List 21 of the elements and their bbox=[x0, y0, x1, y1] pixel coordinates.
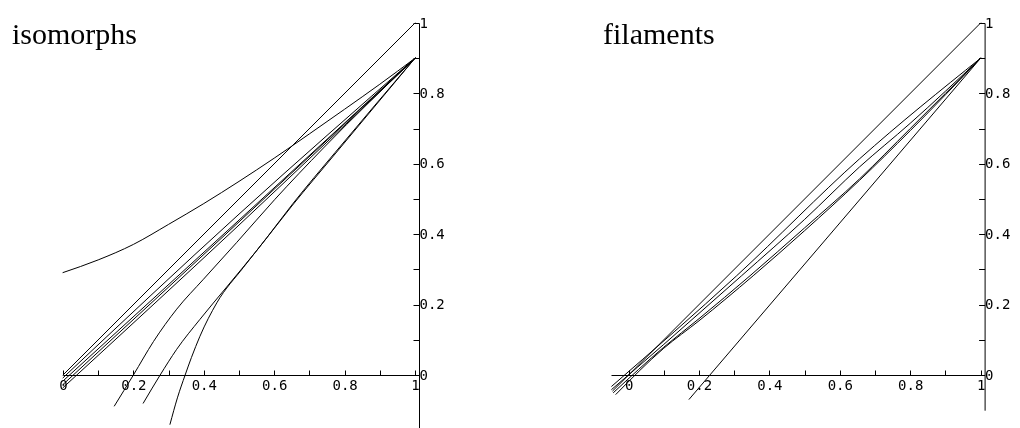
y-tick-label: 0.2 bbox=[419, 296, 445, 313]
y-tick-label: 0.4 bbox=[419, 225, 445, 242]
y-tick-label: 0.2 bbox=[985, 296, 1011, 313]
y-tick-label: 0.6 bbox=[985, 155, 1011, 172]
x-tick-label: 0.2 bbox=[121, 376, 147, 393]
x-tick-label: 0.6 bbox=[827, 376, 853, 393]
x-tick-label: 0 bbox=[59, 376, 68, 393]
x-tick-label: 0.4 bbox=[757, 376, 783, 393]
y-tick-label: 1 bbox=[985, 14, 994, 31]
chart-title: filaments bbox=[603, 17, 715, 50]
x-tick-label: 0.8 bbox=[898, 376, 924, 393]
y-tick-label: 0.8 bbox=[419, 84, 445, 101]
y-tick-label: 0.6 bbox=[419, 155, 445, 172]
y-tick-label: 0.4 bbox=[985, 225, 1011, 242]
x-tick-label: 0 bbox=[624, 376, 634, 393]
x-tick-label: 0.8 bbox=[332, 376, 358, 393]
chart-title: isomorphs bbox=[12, 17, 138, 50]
x-tick-label: 0.4 bbox=[191, 376, 217, 393]
x-tick-label: 0.6 bbox=[262, 376, 288, 393]
y-tick-label: 0.8 bbox=[985, 84, 1011, 101]
y-tick-label: 1 bbox=[419, 14, 428, 31]
